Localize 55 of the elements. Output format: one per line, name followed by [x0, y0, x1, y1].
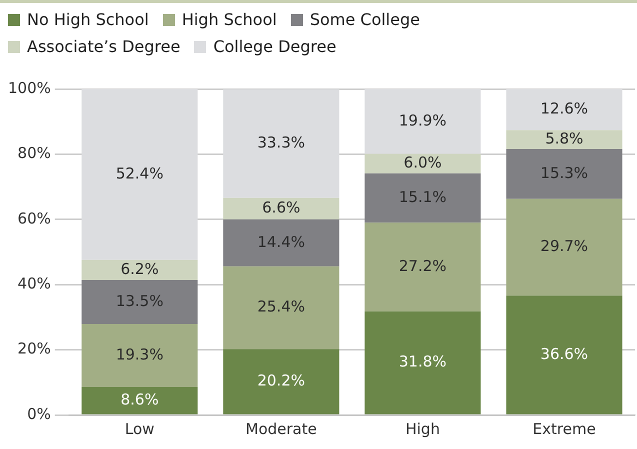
text: 19.9% — [398, 111, 447, 130]
x-tick-label: High — [405, 420, 440, 438]
text: 15.3% — [540, 164, 588, 182]
legend-label: High School — [182, 10, 277, 29]
bar — [82, 280, 198, 324]
legend-label: Associate’s Degree — [27, 37, 180, 56]
bar — [223, 219, 340, 266]
text: 52.4% — [116, 164, 164, 182]
x-tick-label: Extreme — [532, 420, 596, 438]
text: 15.1% — [398, 188, 447, 206]
text: 5.8% — [545, 129, 584, 148]
text: 29.7% — [540, 237, 588, 256]
bar — [506, 296, 622, 414]
y-tick-label: 20% — [18, 340, 51, 358]
y-tick-label: 60% — [18, 209, 51, 228]
bar — [506, 148, 622, 199]
bar — [506, 130, 622, 149]
text: 8.6% — [120, 390, 159, 408]
text: 25.4% — [257, 298, 306, 316]
bar — [364, 173, 481, 223]
text: 14.4% — [257, 232, 306, 251]
bar — [223, 198, 340, 220]
text: 6.6% — [262, 198, 300, 217]
y-tick-label: 0% — [27, 404, 51, 423]
bar — [364, 154, 481, 174]
y-tick-label: 40% — [18, 274, 51, 292]
text: 6.0% — [404, 154, 442, 172]
bar — [82, 260, 198, 280]
text: 33.3% — [257, 133, 306, 152]
x-tick-label: Moderate — [246, 420, 317, 438]
bar — [223, 349, 340, 414]
text: 31.8% — [398, 352, 447, 371]
bar — [506, 198, 622, 296]
text: 36.6% — [540, 344, 588, 363]
bar — [364, 311, 481, 414]
legend-label: No High School — [27, 10, 149, 29]
x-tick-label: Low — [124, 420, 154, 438]
bar — [506, 89, 622, 130]
y-tick-label: 100% — [8, 78, 51, 97]
text: 20.2% — [257, 372, 306, 390]
bar — [82, 324, 198, 387]
legend-label: Some College — [310, 10, 420, 29]
bar — [364, 222, 481, 312]
y-tick-label: 80% — [18, 144, 51, 162]
bar — [82, 386, 198, 414]
text: 19.3% — [116, 345, 164, 364]
text: 27.2% — [398, 256, 447, 275]
bar — [364, 89, 481, 154]
text: 6.2% — [120, 260, 159, 278]
text: 13.5% — [116, 292, 164, 310]
text: 12.6% — [540, 99, 588, 118]
bar — [223, 89, 340, 198]
legend-label: College Degree — [213, 37, 336, 56]
bar — [82, 89, 198, 260]
bar — [223, 266, 340, 350]
